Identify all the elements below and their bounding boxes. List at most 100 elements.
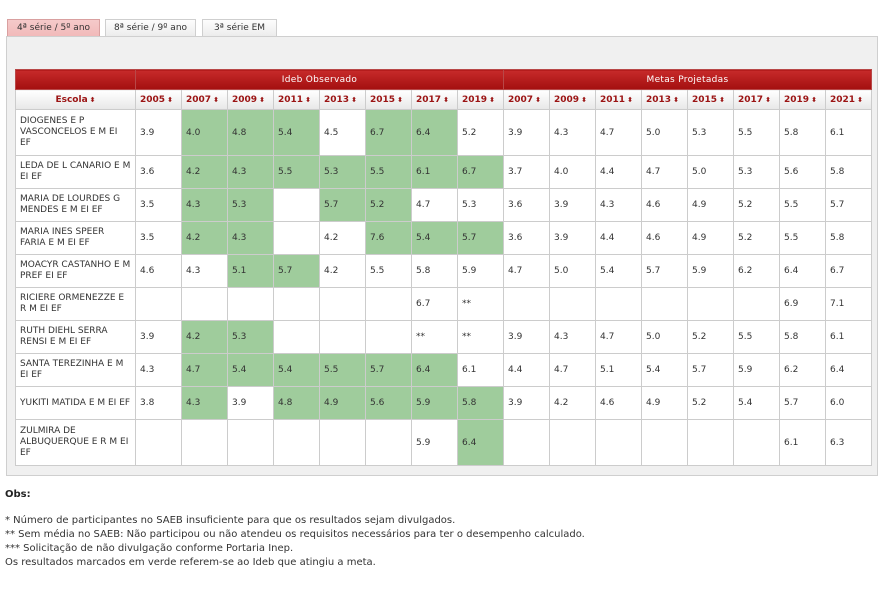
meta-projected-cell: 5.8 [825, 155, 872, 189]
ideb-observed-cell: 4.2 [181, 155, 228, 189]
meta-projected-cell: 4.6 [641, 221, 688, 255]
column-header-label: 2013 [324, 94, 350, 105]
meta-projected-cell: 4.7 [549, 353, 596, 387]
tab-8serie-9ano[interactable]: 8ª série / 9º ano [105, 19, 196, 36]
column-header-projected-2009[interactable]: 2009 ⬍ [549, 89, 596, 110]
meta-projected-cell: 5.5 [733, 320, 780, 354]
meta-projected-cell [733, 287, 780, 321]
column-header-observed-2009[interactable]: 2009 ⬍ [227, 89, 274, 110]
meta-projected-cell: 5.3 [733, 155, 780, 189]
note-non-disclosure: *** Solicitação de não divulgação confor… [5, 543, 294, 554]
meta-projected-cell: 5.5 [779, 221, 826, 255]
meta-projected-cell: 3.9 [503, 109, 550, 156]
ideb-observed-cell: 4.2 [181, 320, 228, 354]
column-header-observed-2007[interactable]: 2007 ⬍ [181, 89, 228, 110]
ideb-observed-cell [319, 287, 366, 321]
meta-projected-cell: 4.0 [549, 155, 596, 189]
meta-projected-cell: 6.0 [825, 386, 872, 420]
ideb-observed-cell: 4.2 [181, 221, 228, 255]
ideb-observed-cell: 5.3 [227, 320, 274, 354]
sort-arrows-icon: ⬍ [719, 95, 725, 104]
ideb-observed-cell: 6.1 [411, 155, 458, 189]
meta-projected-cell: 6.4 [825, 353, 872, 387]
meta-projected-cell [641, 287, 688, 321]
ideb-observed-cell: 4.5 [319, 109, 366, 156]
school-name: YUKITI MATIDA E M EI EF [15, 386, 136, 420]
ideb-observed-cell: 5.9 [411, 386, 458, 420]
sort-arrows-icon: ⬍ [259, 95, 265, 104]
school-name: MARIA INES SPEER FARIA E M EI EF [15, 221, 136, 255]
column-header-projected-2019[interactable]: 2019 ⬍ [779, 89, 826, 110]
meta-projected-cell [687, 287, 734, 321]
ideb-observed-cell: 3.6 [135, 155, 182, 189]
tab-3serie-em[interactable]: 3ª série EM [202, 19, 277, 36]
ideb-observed-cell: 6.7 [365, 109, 412, 156]
meta-projected-cell [549, 419, 596, 466]
column-header-label: 2005 [140, 94, 166, 105]
column-header-label: 2007 [508, 94, 534, 105]
ideb-observed-cell: 5.6 [365, 386, 412, 420]
meta-projected-cell: 5.8 [825, 221, 872, 255]
meta-projected-cell: 5.2 [733, 188, 780, 222]
column-header-label: 2011 [600, 94, 626, 105]
meta-projected-cell: 5.7 [641, 254, 688, 288]
column-header-observed-2015[interactable]: 2015 ⬍ [365, 89, 412, 110]
meta-projected-cell: 5.3 [687, 109, 734, 156]
meta-projected-cell: 5.7 [687, 353, 734, 387]
column-header-label: 2007 [186, 94, 212, 105]
ideb-observed-cell: 5.8 [457, 386, 504, 420]
column-header-projected-2007[interactable]: 2007 ⬍ [503, 89, 550, 110]
obs-title: Obs: [5, 489, 31, 500]
meta-projected-cell [595, 419, 642, 466]
column-header-projected-2013[interactable]: 2013 ⬍ [641, 89, 688, 110]
meta-projected-cell [733, 419, 780, 466]
ideb-observed-cell [319, 419, 366, 466]
column-header-observed-2005[interactable]: 2005 ⬍ [135, 89, 182, 110]
meta-projected-cell: 4.7 [595, 109, 642, 156]
column-header-projected-2011[interactable]: 2011 ⬍ [595, 89, 642, 110]
note-green-meaning: Os resultados marcados em verde referem-… [5, 557, 376, 568]
ideb-observed-cell [227, 287, 274, 321]
ideb-observed-cell: 4.2 [319, 254, 366, 288]
meta-projected-cell: 4.7 [503, 254, 550, 288]
ideb-observed-cell [181, 419, 228, 466]
sort-arrows-icon: ⬍ [89, 95, 96, 104]
column-header-observed-2011[interactable]: 2011 ⬍ [273, 89, 320, 110]
ideb-observed-cell: 6.1 [457, 353, 504, 387]
meta-projected-cell: 4.3 [595, 188, 642, 222]
ideb-observed-cell: 5.5 [365, 155, 412, 189]
ideb-observed-cell [273, 221, 320, 255]
meta-projected-cell: 5.8 [779, 320, 826, 354]
tab-4serie-5ano[interactable]: 4ª série / 5º ano [7, 19, 100, 37]
ideb-observed-cell: 4.7 [181, 353, 228, 387]
meta-projected-cell: 4.3 [549, 320, 596, 354]
ideb-observed-cell: 5.4 [227, 353, 274, 387]
column-header-projected-2017[interactable]: 2017 ⬍ [733, 89, 780, 110]
sort-arrows-icon: ⬍ [811, 95, 817, 104]
group-header-ideb-observado: Ideb Observado [135, 69, 504, 90]
ideb-observed-cell [273, 188, 320, 222]
ideb-observed-cell: 5.5 [273, 155, 320, 189]
column-header-observed-2013[interactable]: 2013 ⬍ [319, 89, 366, 110]
column-header-projected-2015[interactable]: 2015 ⬍ [687, 89, 734, 110]
note-insufficient: * Número de participantes no SAEB insufi… [5, 515, 456, 526]
meta-projected-cell: 4.9 [641, 386, 688, 420]
ideb-observed-cell: 4.8 [227, 109, 274, 156]
sort-arrows-icon: ⬍ [581, 95, 587, 104]
ideb-observed-cell: 5.7 [457, 221, 504, 255]
ideb-observed-cell: 4.3 [181, 386, 228, 420]
column-header-observed-2019[interactable]: 2019 ⬍ [457, 89, 504, 110]
meta-projected-cell: 4.3 [549, 109, 596, 156]
meta-projected-cell: 4.6 [641, 188, 688, 222]
ideb-observed-cell [273, 419, 320, 466]
column-header-observed-2017[interactable]: 2017 ⬍ [411, 89, 458, 110]
column-header-escola[interactable]: Escola ⬍ [15, 89, 136, 110]
ideb-observed-cell: 4.3 [135, 353, 182, 387]
column-header-projected-2021[interactable]: 2021 ⬍ [825, 89, 872, 110]
ideb-observed-cell: 5.2 [365, 188, 412, 222]
meta-projected-cell: 5.0 [641, 109, 688, 156]
meta-projected-cell: 5.4 [733, 386, 780, 420]
note-no-average: ** Sem média no SAEB: Não participou ou … [5, 529, 585, 540]
meta-projected-cell: 5.1 [595, 353, 642, 387]
ideb-observed-cell: 5.2 [457, 109, 504, 156]
